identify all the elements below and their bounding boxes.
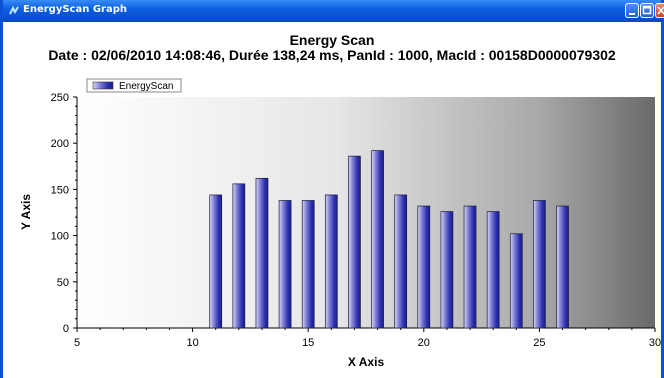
- bar: [255, 177, 269, 329]
- window-title: EnergyScan Graph: [23, 4, 127, 15]
- maximize-button[interactable]: [640, 3, 654, 18]
- legend: EnergyScan: [86, 78, 182, 93]
- bar: [417, 205, 431, 329]
- bar: [371, 150, 384, 329]
- legend-label: EnergyScan: [119, 81, 173, 92]
- chart: 0 50 100 150 200 250 5 10 15 20 25 30 EnergyScan X …: [19, 78, 661, 369]
- x-tick-label: 5: [74, 337, 80, 349]
- chart-subtitle: Date : 02/06/2010 14:08:46, Durée 138,24…: [48, 47, 616, 63]
- bar: [324, 194, 338, 329]
- maximize-icon: [642, 5, 652, 15]
- bar: [209, 194, 223, 329]
- y-tick-label: 0: [63, 323, 69, 335]
- bar: [463, 205, 477, 329]
- chart-title: Energy Scan: [289, 32, 375, 48]
- bar: [556, 205, 569, 329]
- x-tick-label: 25: [533, 337, 545, 349]
- x-axis-label: X Axis: [348, 355, 385, 369]
- close-button[interactable]: [655, 3, 664, 18]
- bar: [509, 233, 523, 329]
- bar: [278, 200, 292, 329]
- y-axis-label: Y Axis: [19, 194, 33, 230]
- y-tick-label: 50: [57, 277, 69, 289]
- bar: [533, 200, 546, 329]
- bar: [301, 200, 315, 329]
- y-tick-label: 200: [51, 138, 69, 150]
- x-tick-label: 30: [649, 337, 661, 349]
- x-tick-label: 10: [186, 337, 198, 349]
- app-icon: [9, 5, 19, 15]
- bar: [232, 183, 246, 329]
- legend-swatch: [92, 81, 114, 90]
- y-tick-label: 250: [51, 92, 69, 104]
- close-icon: [657, 6, 664, 15]
- y-tick-label: 100: [51, 231, 69, 243]
- x-tick-label: 15: [302, 337, 314, 349]
- minimize-button[interactable]: [625, 3, 639, 18]
- title-bar[interactable]: EnergyScan Graph: [3, 0, 664, 22]
- minimize-icon: [629, 13, 635, 15]
- y-tick-label: 150: [51, 184, 69, 196]
- x-tick-label: 20: [418, 337, 430, 349]
- bar: [394, 194, 408, 329]
- bar: [486, 211, 500, 329]
- bar: [440, 211, 454, 329]
- bar: [348, 155, 361, 329]
